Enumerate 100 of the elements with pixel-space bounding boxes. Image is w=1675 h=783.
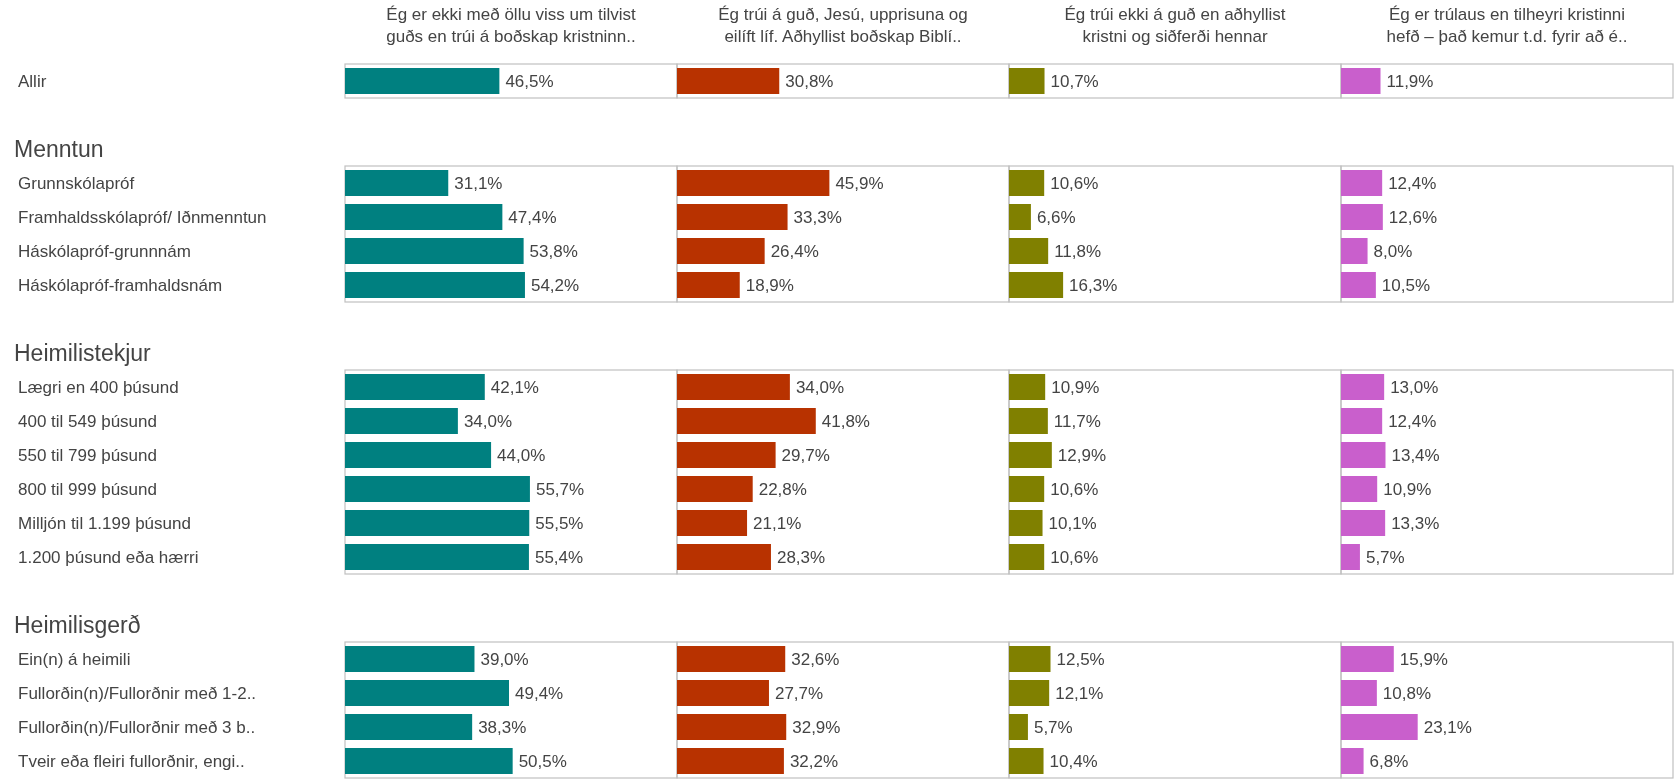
data-label: 30,8% <box>785 71 834 91</box>
data-label: 12,5% <box>1056 649 1105 669</box>
data-label: 8,0% <box>1373 241 1413 261</box>
bar <box>677 374 790 400</box>
bar <box>1009 748 1044 774</box>
data-label: 44,0% <box>497 445 546 465</box>
chart-title: Ég er trúlaus en tilheyri kristinni hefð – það kemur t.d. fyrir að é.. <box>1386 5 1628 46</box>
data-label: 15,9% <box>1399 649 1448 669</box>
data-label: 11,9% <box>1386 71 1434 91</box>
bar <box>1009 170 1045 196</box>
y-tick-label: Fullorðin(n)/Fullorðnir með 3 b.. <box>18 717 256 737</box>
data-label: 11,7% <box>1053 411 1101 431</box>
bar <box>1009 408 1048 434</box>
data-label: 32,6% <box>791 649 840 669</box>
data-label: 50,5% <box>518 751 567 771</box>
data-label: 55,7% <box>535 479 585 499</box>
bar <box>345 374 485 400</box>
y-tick-label: Allir <box>18 71 47 91</box>
y-tick-label: 800 til 999 þúsund <box>18 479 157 499</box>
bar <box>1009 680 1050 706</box>
bar <box>345 476 530 502</box>
bar <box>677 680 769 706</box>
data-label: 45,9% <box>835 173 884 193</box>
data-label: 10,4% <box>1049 751 1098 771</box>
data-label: 18,9% <box>745 275 794 295</box>
bar <box>1341 238 1368 264</box>
bar <box>1341 544 1360 570</box>
bar <box>345 272 525 298</box>
bar <box>1009 646 1051 672</box>
data-label: 54,2% <box>530 275 580 295</box>
data-label: 34,0% <box>795 377 845 397</box>
chart-title: Ég trúi á guð, Jesú, upprisuna og eilíft líf. Aðhyllist boðskap Biblí.. <box>718 5 968 46</box>
data-label: 12,4% <box>1388 173 1437 193</box>
bar <box>1341 408 1383 434</box>
bar <box>677 646 786 672</box>
bar <box>345 714 473 740</box>
bar <box>1341 374 1385 400</box>
data-label: 39,0% <box>480 649 529 669</box>
y-tick-label: Ein(n) á heimili <box>18 649 131 669</box>
data-label: 32,9% <box>792 717 841 737</box>
y-tick-label: 550 til 799 þúsund <box>18 445 157 465</box>
bar <box>677 442 776 468</box>
bar <box>1341 170 1383 196</box>
y-tick-label: Heimilisgerð <box>14 612 141 638</box>
y-tick-label: Tveir eða fleiri fullorðnir, engi.. <box>18 751 245 771</box>
bar <box>345 442 492 468</box>
bar <box>1009 374 1046 400</box>
bar <box>677 68 780 94</box>
y-tick-label: Lægri en 400 þúsund <box>18 377 179 397</box>
data-label: 41,8% <box>821 411 870 431</box>
y-tick-label: Háskólapróf-framhaldsnám <box>18 275 223 295</box>
bar <box>345 544 529 570</box>
data-label: 10,9% <box>1051 377 1100 397</box>
data-label: 53,8% <box>529 241 578 261</box>
bar <box>1341 646 1394 672</box>
data-label: 26,4% <box>770 241 819 261</box>
bar <box>345 748 513 774</box>
bar <box>677 272 740 298</box>
bar <box>1341 204 1383 230</box>
y-tick-label: 1.200 þúsund eða hærri <box>18 547 199 567</box>
bar <box>345 646 475 672</box>
bar <box>1341 510 1386 536</box>
bar <box>1009 544 1045 570</box>
data-label: 33,3% <box>793 207 842 227</box>
chart-title: Ég trúi ekki á guð en aðhyllist kristni og siðferði hennar <box>1064 5 1286 46</box>
bar <box>677 714 787 740</box>
y-tick-label: Fullorðin(n)/Fullorðnir með 1-2.. <box>18 683 257 703</box>
data-label: 5,7% <box>1033 717 1073 737</box>
bar <box>1341 748 1364 774</box>
bar <box>677 204 788 230</box>
bar <box>1341 272 1376 298</box>
data-label: 55,5% <box>535 513 584 533</box>
bar <box>677 170 830 196</box>
y-tick-label: Heimilistekjur <box>14 340 152 366</box>
data-label: 10,6% <box>1050 547 1099 567</box>
bar <box>677 748 784 774</box>
y-tick-label: Háskólapróf-grunnnám <box>18 241 191 261</box>
data-label: 13,0% <box>1390 377 1439 397</box>
bar <box>1009 238 1049 264</box>
bar <box>677 510 748 536</box>
data-label: 29,7% <box>781 445 830 465</box>
bar <box>1009 204 1031 230</box>
bar <box>345 510 530 536</box>
bar <box>677 238 765 264</box>
bar <box>1009 442 1052 468</box>
data-label: 46,5% <box>505 71 554 91</box>
bar <box>1009 476 1045 502</box>
bar <box>1341 68 1381 94</box>
bar <box>1341 442 1386 468</box>
data-label: 13,4% <box>1391 445 1440 465</box>
data-label: 12,9% <box>1057 445 1107 465</box>
bar <box>345 408 458 434</box>
data-label: 12,4% <box>1388 411 1437 431</box>
data-label: 10,9% <box>1383 479 1432 499</box>
y-tick-label: 400 til 549 þúsund <box>18 411 157 431</box>
data-label: 55,4% <box>534 547 584 567</box>
data-label: 10,7% <box>1050 71 1099 91</box>
bar <box>1341 714 1418 740</box>
data-label: 11,8% <box>1054 241 1102 261</box>
bar <box>345 68 500 94</box>
